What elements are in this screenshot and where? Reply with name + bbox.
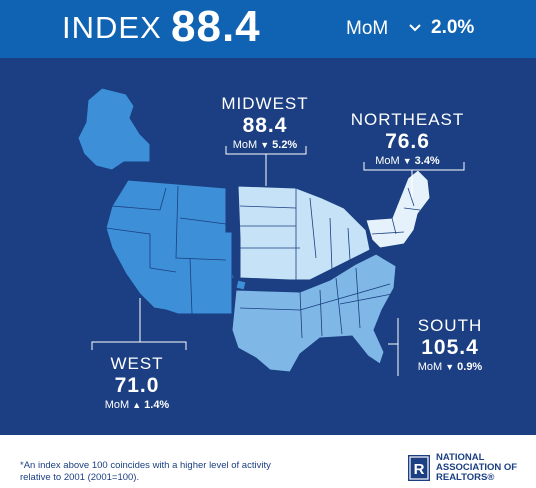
south-value: 105.4 (421, 336, 479, 359)
midwest-label: MIDWEST 88.4 MoM ▼ 5.2% (210, 94, 320, 152)
northeast-label: NORTHEAST 76.6 MoM ▼ 3.4% (345, 110, 470, 168)
logo-line-1: NATIONAL (436, 452, 485, 463)
northeast-region-shape (365, 169, 431, 249)
midwest-name: MIDWEST (221, 94, 309, 113)
us-region-map (77, 87, 465, 376)
index-label: INDEX (62, 10, 162, 45)
west-value: 71.0 (114, 374, 160, 397)
northeast-mom: MoM ▼ 3.4% (345, 154, 470, 168)
west-label: WEST 71.0 MoM ▲ 1.4% (82, 354, 192, 412)
south-mom-label: MoM (417, 361, 443, 373)
west-region-shape (105, 179, 233, 315)
footnote: *An index above 100 coincides with a hig… (20, 460, 271, 483)
header-bar: INDEX 88.4 MoM 2.0% (0, 0, 536, 58)
south-label: SOUTH 105.4 MoM ▼ 0.9% (400, 316, 500, 374)
chevron-up-icon: ▲ (132, 400, 142, 410)
west-leader-line (91, 341, 187, 350)
midwest-value: 88.4 (242, 114, 288, 137)
map-section: MIDWEST 88.4 MoM ▼ 5.2% NORTHEAST 76.6 MoM… (0, 58, 536, 435)
chevron-down-icon: ▼ (445, 362, 455, 372)
northeast-mom-value: 3.4% (414, 155, 440, 167)
northeast-mom-label: MoM (375, 155, 400, 167)
northeast-value: 76.6 (385, 130, 430, 153)
chevron-down-icon (409, 24, 421, 32)
south-mom-value: 0.9% (457, 361, 483, 373)
west-mom: MoM ▲ 1.4% (82, 398, 192, 412)
mom-label: MoM (346, 18, 389, 39)
south-name: SOUTH (417, 316, 483, 335)
midwest-mom-label: MoM (232, 139, 258, 151)
mom-value: 2.0% (431, 17, 475, 38)
west-mom-value: 1.4% (144, 399, 170, 411)
south-mom: MoM ▼ 0.9% (400, 360, 500, 374)
midwest-mom-value: 5.2% (272, 139, 298, 151)
footer (0, 435, 536, 488)
chevron-down-icon: ▼ (260, 140, 270, 150)
midwest-region-shape (237, 185, 371, 281)
logo-line-3: REALTORS® (436, 472, 495, 483)
west-mom-label: MoM (104, 399, 130, 411)
midwest-mom: MoM ▼ 5.2% (210, 138, 320, 152)
index-value: 88.4 (171, 2, 261, 51)
realtor-logo-icon: R (408, 455, 430, 481)
west-name: WEST (110, 354, 164, 373)
northeast-name: NORTHEAST (350, 110, 465, 129)
logo-text: NATIONAL ASSOCIATION OF REALTORS® (436, 453, 517, 483)
logo-letter: R (414, 461, 425, 478)
northeast-leader-line (363, 162, 465, 171)
chevron-down-icon: ▼ (402, 156, 412, 166)
south-region-shape (231, 253, 397, 373)
logo-line-2: ASSOCIATION OF (436, 462, 518, 473)
alaska-shape (77, 87, 151, 171)
